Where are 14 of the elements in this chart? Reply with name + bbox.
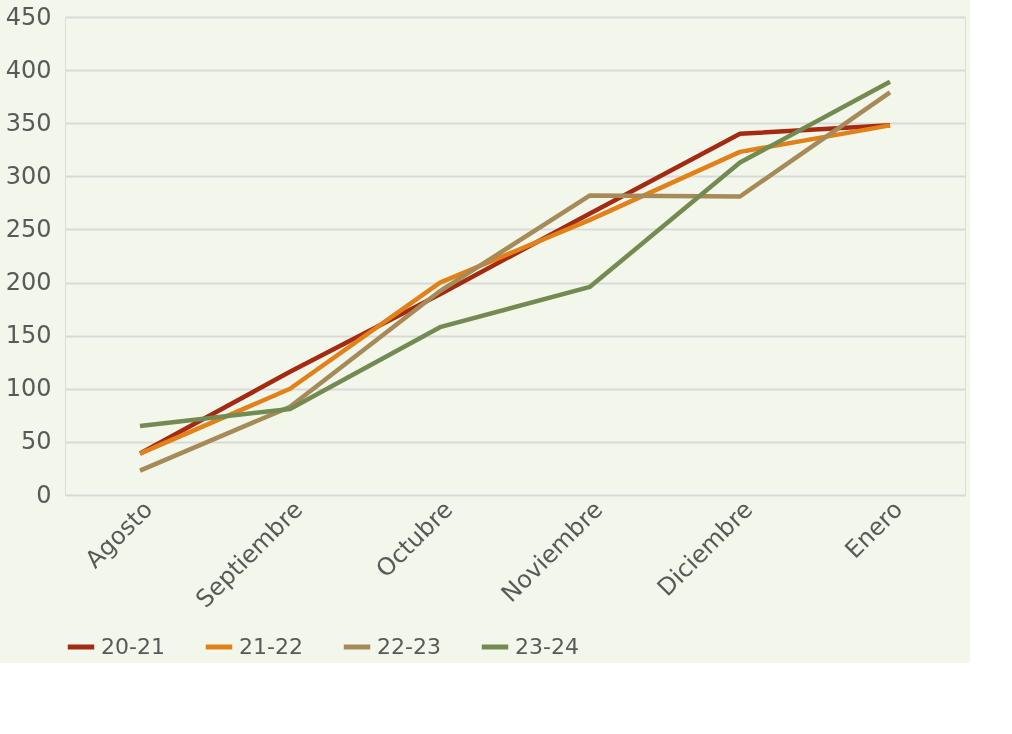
y-tick-label: 300 — [5, 161, 52, 190]
y-tick-label: 100 — [5, 374, 52, 403]
y-tick-label: 0 — [36, 480, 52, 509]
y-tick-label: 200 — [5, 268, 52, 297]
legend-label: 22-23 — [377, 634, 441, 659]
y-tick-label: 50 — [20, 427, 52, 456]
legend-label: 20-21 — [101, 634, 165, 659]
y-tick-label: 250 — [5, 214, 52, 243]
legend-label: 23-24 — [515, 634, 579, 659]
legend-label: 21-22 — [239, 634, 303, 659]
y-tick-label: 450 — [5, 2, 52, 31]
y-tick-label: 150 — [5, 321, 52, 350]
y-tick-label: 350 — [5, 108, 52, 137]
y-tick-label: 400 — [5, 55, 52, 84]
